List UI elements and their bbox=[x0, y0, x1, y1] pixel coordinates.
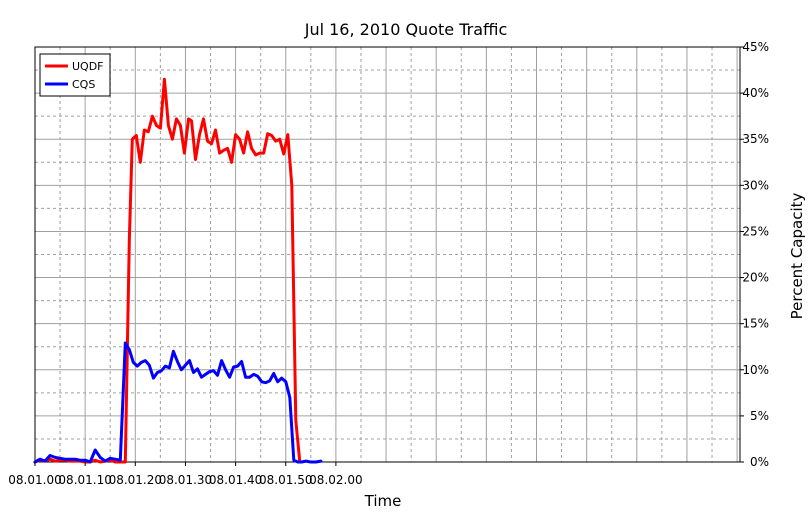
y-tick-label: 10% bbox=[742, 363, 769, 377]
x-axis-label: Time bbox=[364, 492, 402, 510]
x-tick-label: 08.02.00 bbox=[309, 473, 362, 487]
y-tick-label: 15% bbox=[742, 317, 769, 331]
y-tick-label: 35% bbox=[742, 132, 769, 146]
series-layer bbox=[33, 77, 323, 464]
chart-title: Jul 16, 2010 Quote Traffic bbox=[304, 20, 508, 39]
legend-box bbox=[39, 53, 111, 97]
series-line-uqdf bbox=[33, 77, 302, 464]
x-tick-label: 08.01.30 bbox=[159, 473, 212, 487]
series-line-cqs bbox=[33, 341, 323, 464]
plot-frame bbox=[34, 46, 741, 463]
legend-label-uqdf: UQDF bbox=[72, 60, 104, 73]
legend: UQDF CQS bbox=[39, 53, 111, 97]
y-tick-label: 40% bbox=[742, 86, 769, 100]
y-tick-label: 5% bbox=[750, 409, 769, 423]
y-tick-label: 30% bbox=[742, 178, 769, 192]
x-tick-label: 08.01.00 bbox=[8, 473, 61, 487]
x-tick-label: 08.01.10 bbox=[58, 473, 111, 487]
y-axis-label: Percent Capacity bbox=[788, 192, 806, 319]
y-tick-label: 45% bbox=[742, 40, 769, 54]
grid bbox=[35, 47, 740, 462]
legend-label-cqs: CQS bbox=[72, 78, 95, 91]
x-tick-label: 08.01.40 bbox=[209, 473, 262, 487]
y-axis-ticks: 0% 5% 10% 15% 20% 25% 30% 35% 40% 45% bbox=[740, 40, 769, 469]
x-tick-label: 08.01.50 bbox=[259, 473, 312, 487]
y-tick-label: 0% bbox=[750, 455, 769, 469]
y-tick-label: 25% bbox=[742, 224, 769, 238]
x-tick-label: 08.01.20 bbox=[109, 473, 162, 487]
y-tick-label: 20% bbox=[742, 271, 769, 285]
x-axis-ticks: 08.01.0008.01.1008.01.2008.01.3008.01.40… bbox=[8, 462, 363, 487]
